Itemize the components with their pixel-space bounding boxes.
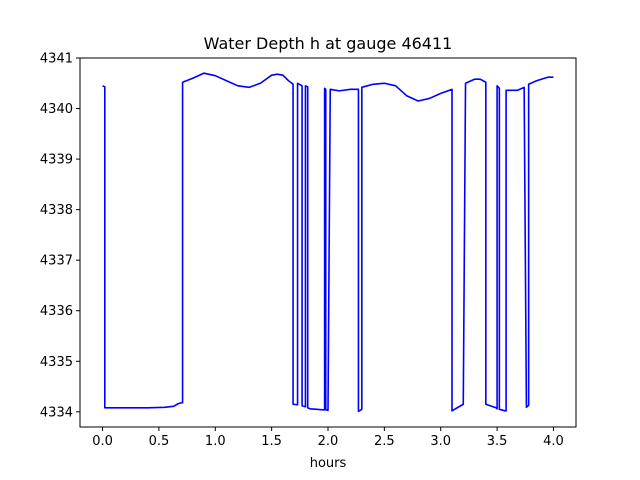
x-tick-label: 1.0 bbox=[205, 434, 226, 449]
plot-area bbox=[79, 57, 577, 428]
x-tick-label: 3.0 bbox=[430, 434, 451, 449]
y-tick-label: 4337 bbox=[40, 254, 73, 269]
y-tick-label: 4338 bbox=[40, 203, 73, 218]
x-axis-label: hours bbox=[310, 456, 347, 471]
x-tick-label: 2.0 bbox=[318, 434, 339, 449]
x-tick-label: 3.5 bbox=[487, 434, 508, 449]
y-axis-ticks: 4334 4335 4336 4337 4338 4339 4340 4341 bbox=[40, 52, 80, 420]
x-tick-label: 2.5 bbox=[374, 434, 395, 449]
x-tick-label: 0.5 bbox=[149, 434, 170, 449]
x-axis-ticks: 0.0 0.5 1.0 1.5 2.0 2.5 3.0 3.5 4.0 bbox=[92, 427, 564, 449]
y-tick-label: 4334 bbox=[40, 405, 73, 420]
y-tick-label: 4341 bbox=[40, 52, 73, 67]
x-tick-label: 4.0 bbox=[543, 434, 564, 449]
chart-title: Water Depth h at gauge 46411 bbox=[204, 34, 453, 53]
y-tick-label: 4339 bbox=[40, 153, 73, 168]
x-tick-label: 1.5 bbox=[261, 434, 282, 449]
y-tick-label: 4335 bbox=[40, 355, 73, 370]
x-tick-label: 0.0 bbox=[92, 434, 113, 449]
y-tick-label: 4340 bbox=[40, 102, 73, 117]
y-tick-label: 4336 bbox=[40, 304, 73, 319]
series-line bbox=[102, 72, 554, 413]
